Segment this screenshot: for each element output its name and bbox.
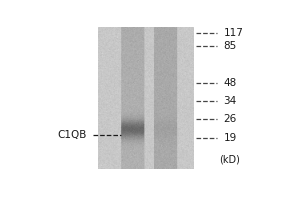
Text: 117: 117 <box>224 28 243 38</box>
Text: (kD): (kD) <box>219 155 240 165</box>
Text: C1QB: C1QB <box>57 130 86 140</box>
Text: 34: 34 <box>224 96 237 106</box>
Text: 19: 19 <box>224 133 237 143</box>
Text: 85: 85 <box>224 41 237 51</box>
Text: 48: 48 <box>224 78 237 88</box>
Text: 26: 26 <box>224 114 237 124</box>
